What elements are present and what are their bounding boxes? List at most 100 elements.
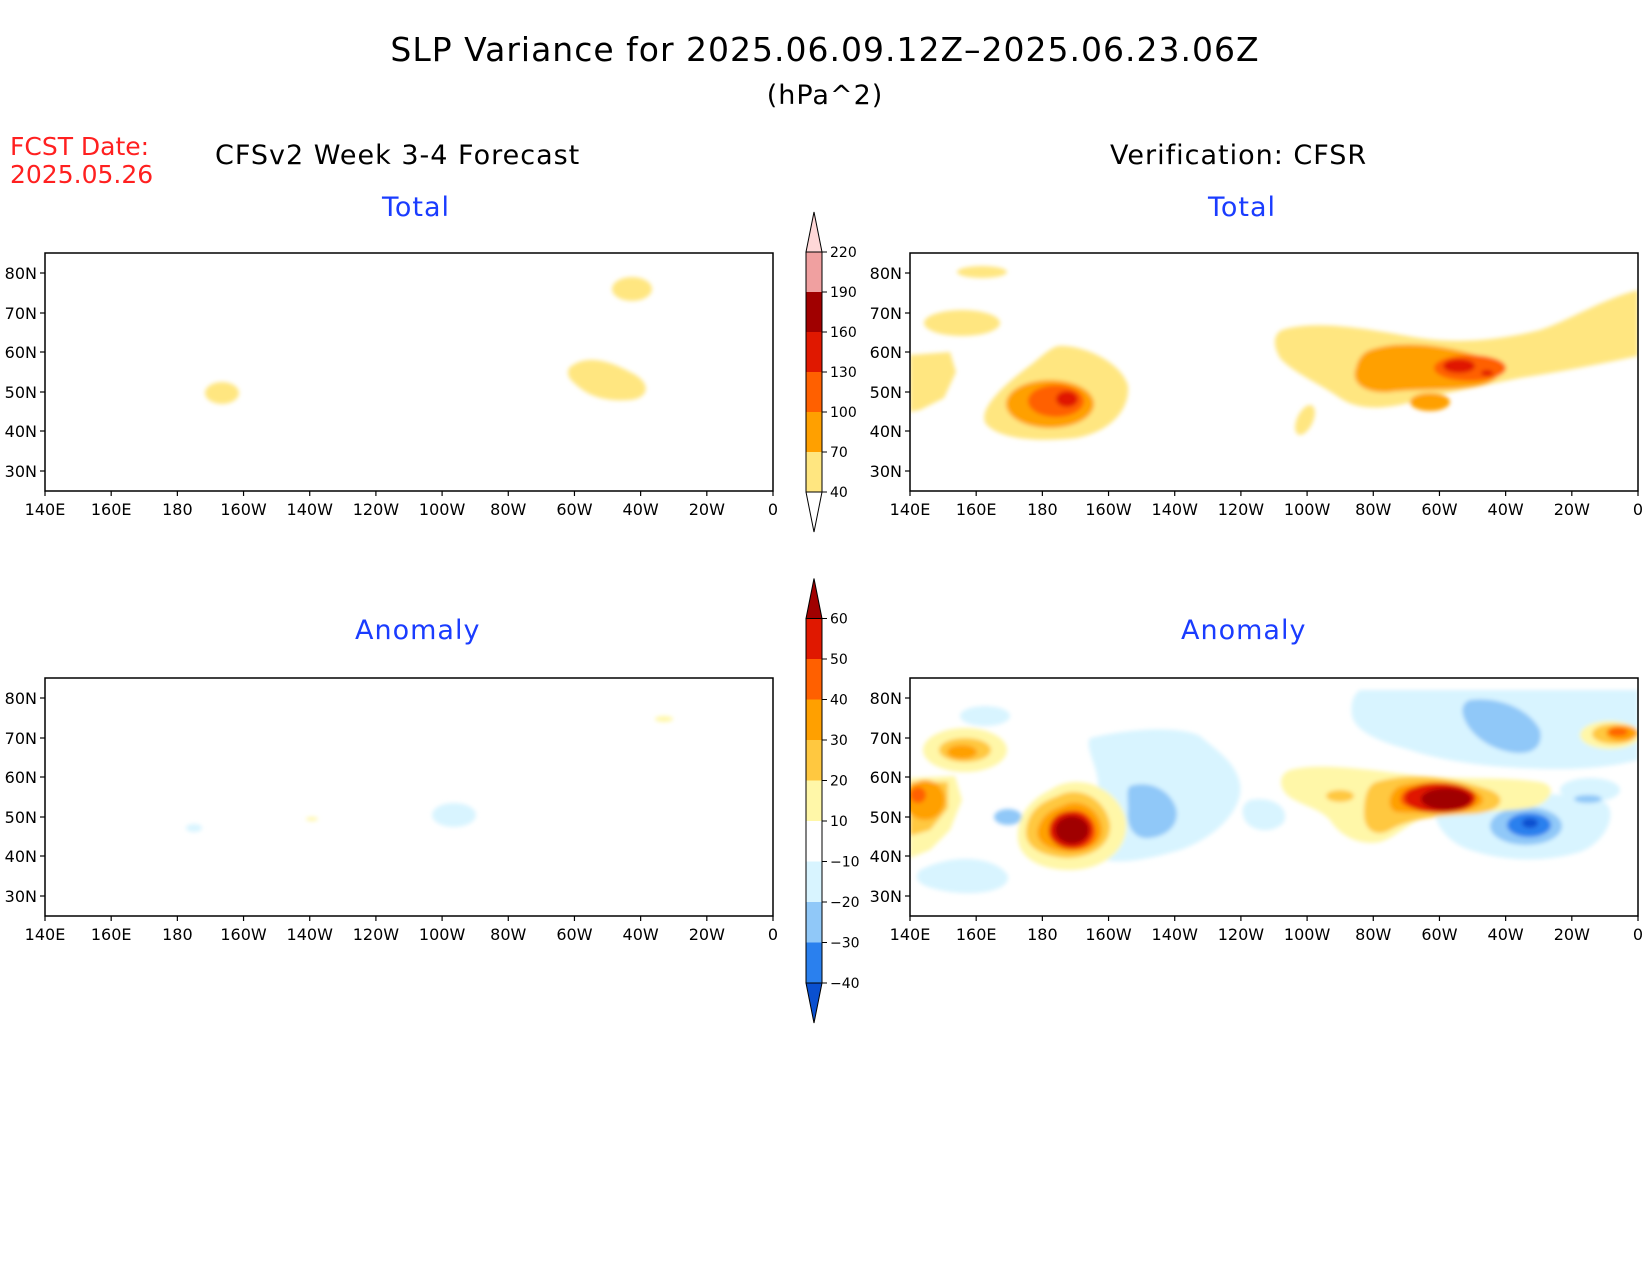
lon-label: 120W [353, 925, 400, 944]
lon-label: 40W [1488, 925, 1524, 944]
lon-label: 160E [91, 925, 132, 944]
lat-label: 60N [870, 343, 902, 362]
lon-label: 40W [623, 925, 659, 944]
lat-label: 60N [5, 768, 37, 787]
lon-label: 60W [556, 925, 592, 944]
lat-label: 40N [5, 422, 37, 441]
lon-label: 160W [1085, 500, 1132, 519]
lon-label: 180 [162, 500, 193, 519]
lon-label: 140W [287, 925, 334, 944]
anomaly-colorbar: −40 −30 −20 −10 10 20 30 40 50 60 [805, 578, 860, 1024]
colorbar-segment [806, 902, 822, 943]
colorbar-label: −20 [830, 895, 860, 911]
lon-label: 120W [353, 500, 400, 519]
lat-label: 70N [870, 729, 902, 748]
colorbar-segment [806, 780, 822, 821]
lon-label: 180 [1027, 500, 1058, 519]
colorbar-label: 100 [830, 405, 857, 421]
verification-anomaly-map [909, 677, 1639, 917]
lon-label: 160E [956, 500, 997, 519]
colorbar-segment [806, 821, 822, 862]
verification-anomaly-title: Anomaly [1181, 615, 1307, 646]
colorbar-segment [806, 861, 822, 902]
lon-label: 160W [220, 500, 267, 519]
colorbar-segment [806, 740, 822, 781]
lon-label: 80W [490, 925, 526, 944]
lon-label: 20W [689, 925, 725, 944]
lat-label: 70N [5, 304, 37, 323]
forecast-anomaly-map [44, 677, 774, 917]
total-colorbar: 40 70 100 130 160 190 220 [805, 211, 857, 533]
lat-label: 80N [5, 689, 37, 708]
lat-label: 40N [5, 847, 37, 866]
fcst-date-value: 2025.05.26 [10, 160, 154, 189]
lon-label: 80W [1355, 925, 1391, 944]
colorbar-label: −10 [830, 855, 860, 871]
colorbar-label: 40 [830, 693, 848, 709]
colorbar-label: 30 [830, 733, 848, 749]
lat-label: 60N [870, 768, 902, 787]
lon-label: 60W [556, 500, 592, 519]
lat-label: 80N [5, 264, 37, 283]
lat-label: 60N [5, 343, 37, 362]
colorbar-label: 10 [830, 814, 848, 830]
lon-label: 100W [1284, 500, 1331, 519]
colorbar-label: −30 [830, 936, 860, 952]
lat-label: 40N [870, 847, 902, 866]
colorbar-segment [806, 332, 822, 372]
forecast-total-title: Total [382, 192, 451, 223]
lon-label: 0 [768, 500, 778, 519]
figure-units: (hPa^2) [766, 80, 884, 111]
verification-total-title: Total [1208, 192, 1277, 223]
lon-label: 140W [287, 500, 334, 519]
lat-label: 50N [5, 808, 37, 827]
colorbar-label: 20 [830, 774, 848, 790]
colorbar-segment [806, 372, 822, 412]
lat-label: 30N [870, 887, 902, 906]
colorbar-segment [806, 412, 822, 452]
lon-label: 160E [91, 500, 132, 519]
forecast-total-shading [205, 277, 652, 404]
colorbar-label: 60 [830, 612, 848, 628]
lat-label: 70N [870, 304, 902, 323]
lon-label: 0 [768, 925, 778, 944]
colorbar-segment [806, 942, 822, 983]
colorbar-segment [806, 618, 822, 659]
forecast-total-map [44, 252, 774, 492]
figure-title: SLP Variance for 2025.06.09.12Z–2025.06.… [390, 30, 1260, 69]
colorbar-label: 160 [830, 325, 857, 341]
lat-label: 30N [870, 462, 902, 481]
colorbar-label: 40 [830, 485, 848, 501]
fcst-date-label: FCST Date: [10, 132, 150, 161]
lon-label: 140E [890, 925, 931, 944]
lon-label: 100W [419, 925, 466, 944]
lon-label: 140W [1152, 500, 1199, 519]
colorbar-label: 130 [830, 365, 857, 381]
colorbar-segment [806, 699, 822, 740]
right-column-title: Verification: CFSR [1110, 140, 1368, 171]
lon-label: 100W [1284, 925, 1331, 944]
lat-label: 40N [870, 422, 902, 441]
lon-label: 180 [162, 925, 193, 944]
verification-anomaly-shading [910, 690, 1638, 894]
lon-label: 140E [25, 925, 66, 944]
lat-label: 50N [870, 383, 902, 402]
axis-labels: 80N 70N 60N 50N 40N 30N 140E 160E 180 160W 140W 120… [5, 264, 1643, 944]
lat-label: 70N [5, 729, 37, 748]
lat-label: 30N [5, 462, 37, 481]
colorbar-segment [806, 292, 822, 332]
lat-label: 50N [870, 808, 902, 827]
lon-label: 160W [220, 925, 267, 944]
lat-label: 80N [870, 689, 902, 708]
lon-label: 160E [956, 925, 997, 944]
lon-label: 20W [1554, 925, 1590, 944]
lon-label: 0 [1633, 500, 1643, 519]
lon-label: 100W [419, 500, 466, 519]
colorbar-label: −40 [830, 976, 860, 992]
lon-label: 160W [1085, 925, 1132, 944]
lon-label: 80W [1355, 500, 1391, 519]
lon-label: 0 [1633, 925, 1643, 944]
colorbar-label: 50 [830, 652, 848, 668]
lat-label: 80N [870, 264, 902, 283]
